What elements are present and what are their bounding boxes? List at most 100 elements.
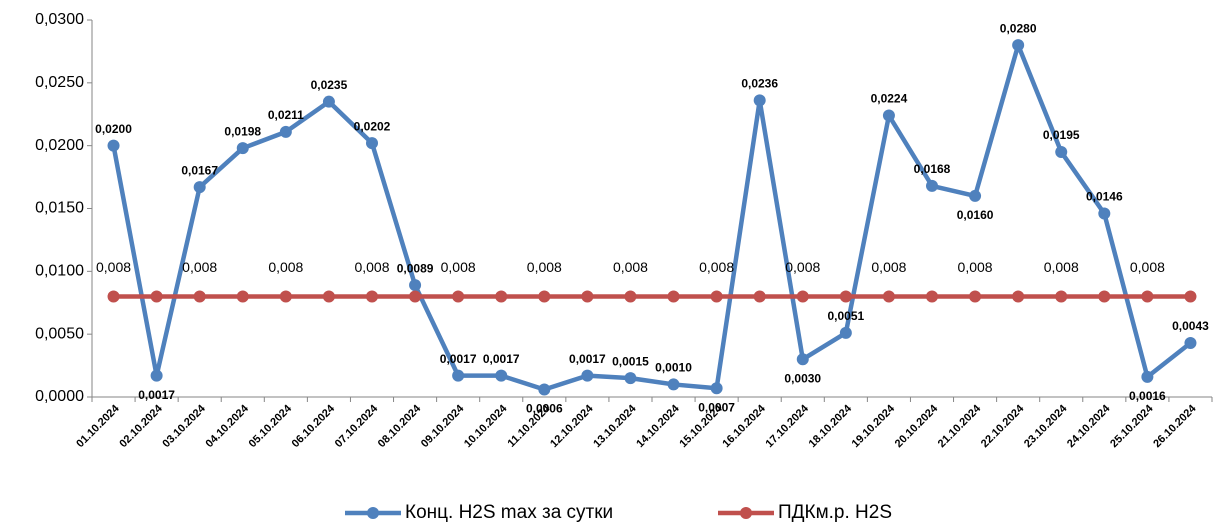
data-label: 0,0167 bbox=[181, 163, 218, 177]
point-marker bbox=[624, 372, 637, 385]
x-tick-label: 14.10.2024 bbox=[634, 402, 682, 450]
x-tick-label: 13.10.2024 bbox=[591, 402, 639, 450]
point-marker bbox=[193, 290, 206, 303]
point-marker bbox=[495, 369, 508, 382]
point-marker bbox=[753, 290, 766, 303]
point-marker bbox=[1012, 39, 1025, 52]
data-label: 0,008 bbox=[871, 259, 906, 275]
x-tick-label: 09.10.2024 bbox=[419, 402, 467, 450]
legend-marker bbox=[740, 507, 752, 519]
x-tick-label: 08.10.2024 bbox=[376, 402, 424, 450]
x-tick-label: 10.10.2024 bbox=[462, 402, 510, 450]
point-marker bbox=[366, 290, 378, 303]
point-marker bbox=[279, 125, 292, 138]
data-label: 0,008 bbox=[958, 259, 993, 275]
point-marker bbox=[926, 290, 938, 303]
data-label: 0,008 bbox=[785, 259, 820, 275]
point-marker bbox=[882, 290, 895, 303]
x-tick-label: 21.10.2024 bbox=[936, 402, 984, 450]
point-marker bbox=[409, 279, 422, 292]
x-tick-label: 22.10.2024 bbox=[979, 402, 1027, 450]
legend-marker bbox=[367, 507, 379, 519]
point-marker bbox=[322, 95, 335, 108]
point-marker bbox=[624, 290, 637, 303]
point-marker bbox=[969, 189, 982, 202]
data-label: 0,0017 bbox=[440, 352, 477, 366]
x-tick-label: 01.10.2024 bbox=[74, 402, 122, 450]
point-marker bbox=[1055, 145, 1068, 158]
data-label: 0,0006 bbox=[526, 402, 563, 416]
point-marker bbox=[1184, 290, 1197, 303]
data-label: 0,008 bbox=[1130, 259, 1165, 275]
data-label: 0,0195 bbox=[1043, 128, 1080, 142]
data-label: 0,0016 bbox=[1129, 389, 1166, 403]
point-marker bbox=[1012, 290, 1025, 303]
data-label: 0,0007 bbox=[698, 400, 735, 414]
point-marker bbox=[1098, 290, 1111, 303]
x-tick-label: 26.10.2024 bbox=[1151, 402, 1199, 450]
point-marker bbox=[236, 142, 249, 155]
point-marker bbox=[150, 290, 163, 303]
data-label: 0,008 bbox=[613, 259, 648, 275]
data-label: 0,0089 bbox=[397, 261, 434, 275]
x-tick-label: 17.10.2024 bbox=[764, 402, 812, 450]
point-marker bbox=[107, 139, 120, 152]
x-tick-label: 23.10.2024 bbox=[1022, 402, 1070, 450]
point-marker bbox=[452, 369, 465, 382]
data-label: 0,0200 bbox=[95, 122, 132, 136]
legend-label: ПДКм.р. H2S bbox=[778, 502, 892, 523]
point-marker bbox=[495, 290, 508, 303]
y-tick-label: 0,0000 bbox=[35, 388, 84, 405]
point-marker bbox=[150, 369, 163, 382]
point-marker bbox=[236, 290, 249, 303]
x-tick-label: 03.10.2024 bbox=[160, 402, 208, 450]
x-tick-label: 20.10.2024 bbox=[893, 402, 941, 450]
point-marker bbox=[538, 383, 551, 396]
data-label: 0,0015 bbox=[612, 354, 649, 368]
point-marker bbox=[193, 181, 206, 194]
x-tick-label: 25.10.2024 bbox=[1108, 402, 1156, 450]
point-marker bbox=[538, 290, 551, 303]
y-tick-label: 0,0150 bbox=[35, 200, 84, 217]
data-label: 0,0236 bbox=[741, 77, 778, 91]
data-label: 0,008 bbox=[699, 259, 734, 275]
data-label: 0,0280 bbox=[1000, 21, 1037, 35]
point-marker bbox=[279, 290, 292, 303]
point-marker bbox=[322, 290, 335, 303]
data-label: 0,008 bbox=[96, 259, 131, 275]
data-label: 0,0010 bbox=[655, 361, 692, 375]
point-marker bbox=[409, 290, 422, 303]
data-label: 0,0224 bbox=[871, 92, 908, 106]
x-tick-label: 19.10.2024 bbox=[850, 402, 898, 450]
point-marker bbox=[366, 137, 378, 150]
point-marker bbox=[796, 290, 809, 303]
point-marker bbox=[667, 290, 680, 303]
point-marker bbox=[710, 382, 723, 395]
point-marker bbox=[452, 290, 465, 303]
y-tick-label: 0,0250 bbox=[35, 74, 84, 91]
data-label: 0,0160 bbox=[957, 208, 994, 222]
series-line bbox=[111, 42, 1192, 392]
point-marker bbox=[1141, 370, 1154, 383]
data-label: 0,0017 bbox=[483, 352, 520, 366]
data-label: 0,0017 bbox=[569, 352, 606, 366]
data-label: 0,0146 bbox=[1086, 190, 1123, 204]
data-label: 0,0211 bbox=[268, 108, 304, 122]
point-marker bbox=[926, 179, 938, 192]
point-marker bbox=[969, 290, 982, 303]
y-tick-label: 0,0300 bbox=[35, 11, 84, 28]
data-label: 0,0051 bbox=[827, 309, 864, 323]
point-marker bbox=[667, 378, 680, 391]
data-label: 0,0043 bbox=[1172, 319, 1209, 333]
x-tick-label: 18.10.2024 bbox=[807, 402, 855, 450]
x-tick-label: 04.10.2024 bbox=[204, 402, 252, 450]
data-label: 0,0235 bbox=[311, 78, 348, 92]
data-label: 0,0030 bbox=[784, 371, 821, 385]
point-marker bbox=[1098, 207, 1111, 220]
data-label: 0,008 bbox=[527, 259, 562, 275]
data-label: 0,0017 bbox=[138, 388, 175, 402]
data-label: 0,008 bbox=[268, 259, 303, 275]
point-marker bbox=[1141, 290, 1154, 303]
x-tick-label: 07.10.2024 bbox=[333, 402, 381, 450]
